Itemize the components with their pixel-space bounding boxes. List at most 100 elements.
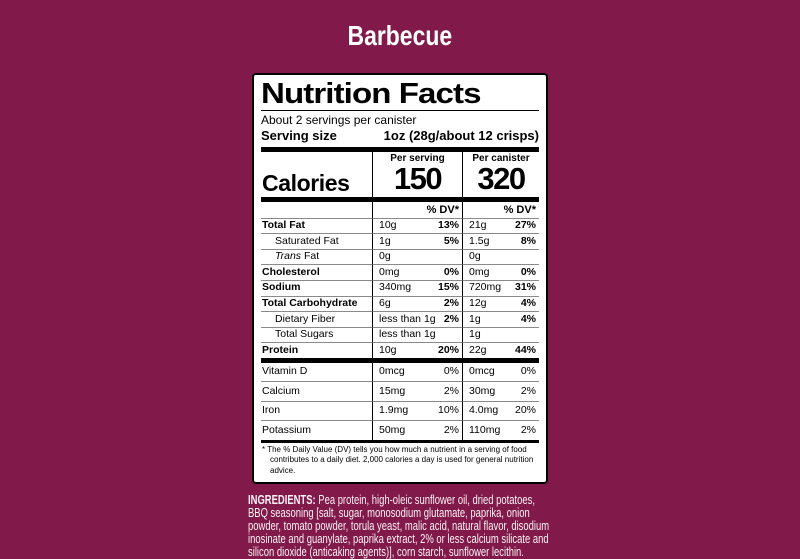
amount: 12g [469,297,487,309]
calories-per-canister: Per canister 320 [462,151,539,197]
per-canister-value: 21g 27% [462,217,539,234]
per-serving-value: less than 1g 2% [372,311,462,327]
daily-value: 31% [514,281,536,294]
amount: 340mg [379,281,412,294]
per-canister-value: 1g 4% [462,311,539,327]
serving-size-row: Serving size 1oz (28g/about 12 crisps) [261,127,539,147]
calories-per-canister-value: 320 [477,161,526,197]
thick-bar [261,357,539,363]
amount: 4.0mg [469,404,499,417]
nutrient-name: Calcium [261,381,372,401]
amount: 0mcg [379,365,405,378]
amount: 110mg [469,423,501,436]
amount: 10g [379,219,397,232]
ingredients-label: INGREDIENTS: [248,493,316,508]
daily-value: 0% [520,265,536,278]
nutrient-name: Total Fat [261,217,372,234]
thick-bar [261,196,539,202]
amount: 0mg [379,265,400,278]
flavor-title: Barbecue [347,20,453,51]
dv-footnote: * The % Daily Value (DV) tells you how m… [262,444,534,475]
amount: 1g [469,312,481,325]
calories-per-serving-value: 150 [393,161,443,197]
daily-value: 2% [443,297,459,309]
per-canister-value: 720mg 31% [462,279,539,296]
per-serving-value: less than 1g [372,326,462,343]
nutrient-name: Sodium [261,279,372,296]
per-serving-value: 0g [372,248,462,265]
amount: 15mg [379,384,406,397]
nutrient-name: Total Sugars [261,326,372,343]
nutrient-name: Vitamin D [262,365,308,378]
daily-value: 20% [514,404,536,417]
per-canister-value: 1.5g 8% [462,233,539,249]
amount: 10g [379,343,397,356]
calories-per-serving: Per serving 150 [372,151,462,197]
daily-value: 0% [443,365,459,378]
nutrient-name: Saturated Fat [261,233,372,249]
amount: 6g [379,297,391,309]
amount: 22g [469,343,487,356]
amount: 0mcg [469,365,495,378]
italic-prefix: Trans [275,250,304,263]
per-serving-value: 0mg 0% [372,264,462,280]
per-serving-value: 1.9mg 10% [372,400,462,421]
nutrient-name: Protein [261,342,372,358]
daily-value: 20% [437,343,459,356]
nutrient-name: Iron [261,400,372,421]
nutrient-name: Potassium [261,420,372,440]
daily-value: 2% [520,423,536,436]
per-canister-value: 110mg 2% [462,420,539,440]
amount: 1.5g [469,234,490,247]
daily-value: 10% [437,404,459,417]
per-canister-value: 12g 4% [462,295,539,312]
amount: 50mg [379,423,406,436]
per-serving-value: 10g 20% [372,342,462,358]
daily-value: 13% [437,219,459,232]
dv-header-per-canister: % DV* [462,201,539,218]
dv-header-per-serving: % DV* [372,201,462,218]
calories-label: Calories [262,169,350,196]
per-serving-value: 50mg 2% [372,420,462,440]
per-canister-value: 0mg 0% [462,264,539,280]
per-serving-value: 10g 13% [372,217,462,234]
divider-hairline [261,110,539,112]
daily-value: 8% [520,234,536,247]
per-serving-value: 1g 5% [372,233,462,249]
amount: less than 1g [379,312,436,325]
amount: less than 1g [379,328,436,341]
amount: 720mg [469,281,502,294]
daily-value: 27% [514,219,536,232]
servings-per-canister: About 2 servings per canister [261,113,417,128]
per-canister-value: 22g 44% [462,342,539,358]
per-canister-value: 0g [462,248,539,265]
per-canister-value: 0mcg 0% [462,362,539,382]
medium-bar [261,439,539,443]
daily-value: 2% [443,423,459,436]
thick-bar [261,146,539,152]
flavor-title-bar: Barbecue [0,0,800,52]
nutrient-name: Cholesterol [261,264,372,280]
daily-value: 2% [443,312,459,325]
daily-value: 15% [437,281,459,294]
nutrition-facts-label: Nutrition Facts About 2 servings per can… [252,73,548,485]
per-serving-value: 0mcg 0% [372,362,462,382]
per-canister-value: 1g [462,326,539,343]
serving-size-value: 1oz (28g/about 12 crisps) [383,127,539,143]
nutrient-name: Trans Fat [261,248,372,265]
per-serving-value: 15mg 2% [372,381,462,401]
amount: 30mg [469,384,496,397]
amount: 0g [379,250,391,263]
amount: 0mg [469,265,490,278]
amount: 21g [469,219,487,232]
amount: 1.9mg [379,404,409,417]
serving-size-label: Serving size [261,127,337,143]
amount: 1g [469,328,481,341]
daily-value: 4% [520,297,536,309]
daily-value: 44% [514,343,536,356]
nutrient-name: Total Carbohydrate [261,295,372,312]
daily-value: 0% [443,265,459,278]
nutrient-name: Dietary Fiber [261,311,372,327]
per-canister-value: 4.0mg 20% [462,400,539,421]
